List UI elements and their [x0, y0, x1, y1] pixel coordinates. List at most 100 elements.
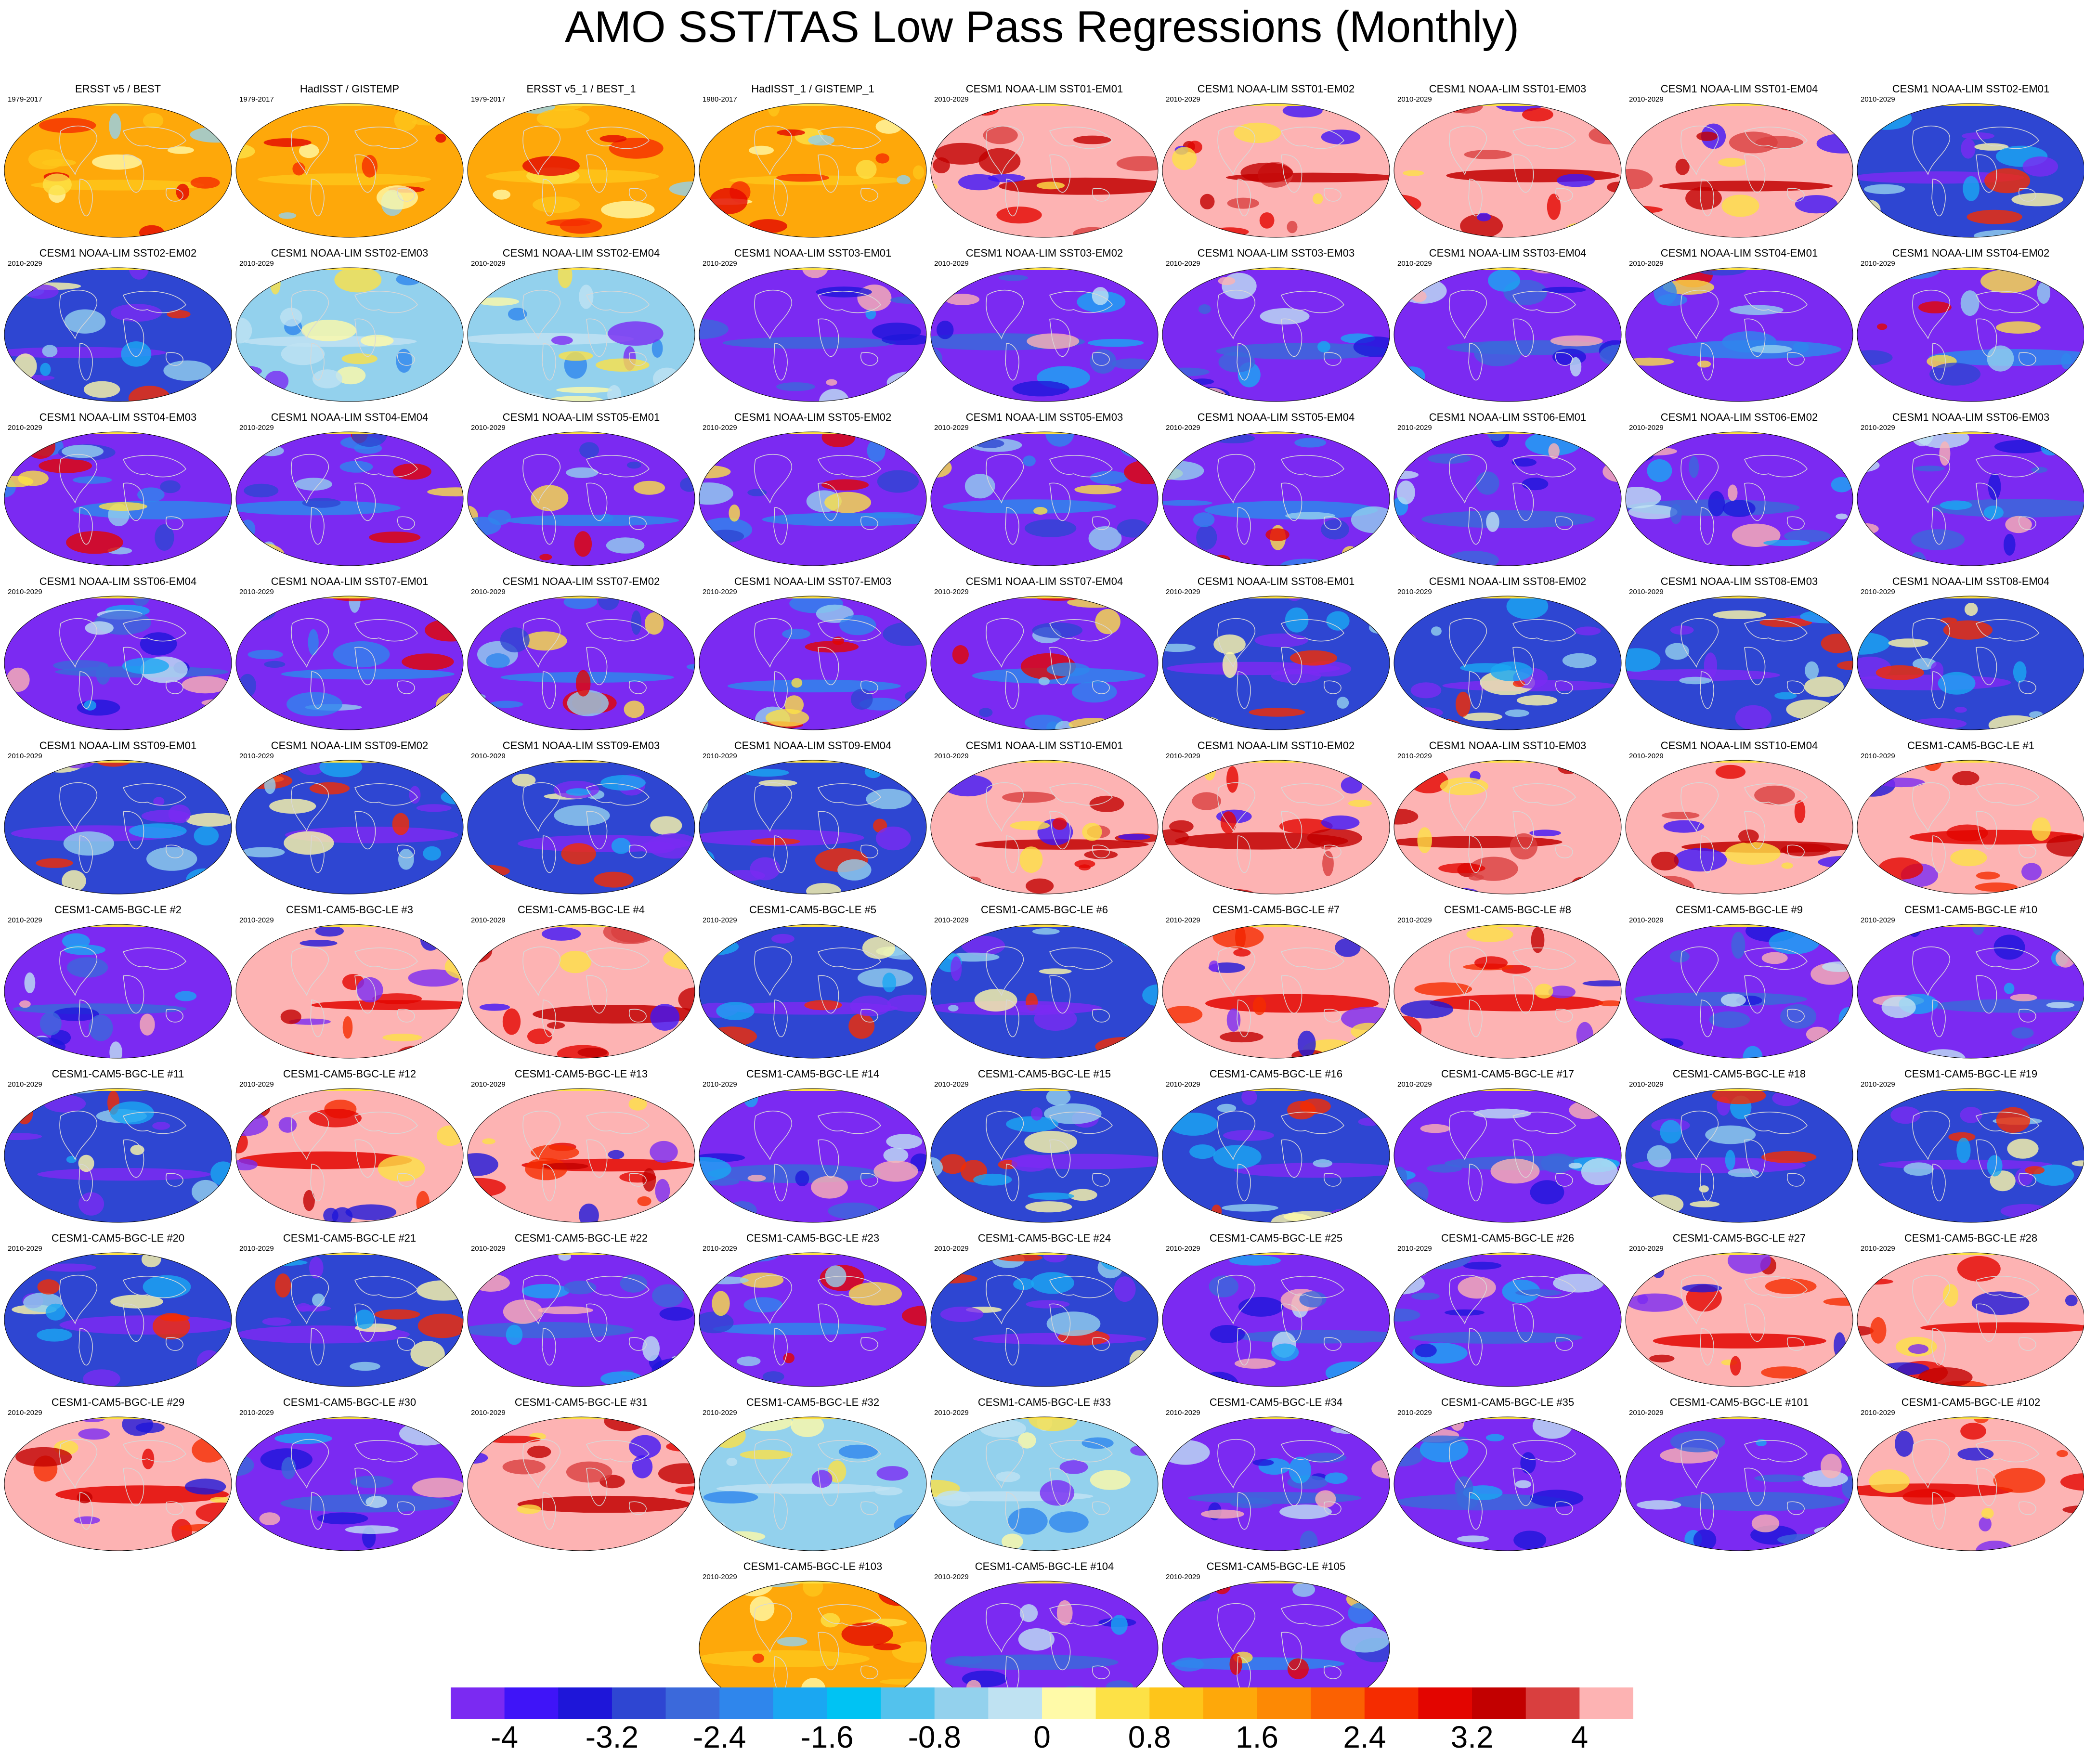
anomaly-blob	[751, 838, 800, 845]
continent-outline	[1049, 1303, 1071, 1342]
anomaly-blob	[1987, 1155, 2003, 1177]
anomaly-blob	[2046, 1002, 2075, 1009]
map-panel: CESM1 NOAA-LIM SST02-EM01 2010-2029	[1856, 81, 2084, 240]
anomaly-blob	[1394, 1309, 1420, 1322]
panel-period: 2010-2029	[1397, 916, 1432, 924]
continent-outline	[310, 1164, 325, 1202]
anomaly-blob	[677, 864, 695, 888]
continent-outline	[1005, 1164, 1019, 1202]
map-panel: CESM1-CAM5-BGC-LE #1 2010-2029	[1856, 738, 2084, 896]
anomaly-blob	[1869, 1469, 1910, 1493]
anomaly-blob	[350, 1476, 393, 1488]
anomaly-blob	[167, 146, 194, 154]
panel-period: 2010-2029	[239, 752, 274, 760]
map-panel: CESM1-CAM5-BGC-LE #13 2010-2029	[466, 1066, 696, 1225]
anomaly-blob	[265, 371, 289, 391]
anomaly-blob	[1285, 512, 1335, 520]
anomaly-band	[1857, 171, 2024, 184]
continent-outline	[1324, 1337, 1342, 1351]
anomaly-blob	[531, 1144, 579, 1160]
anomaly-blob	[110, 1295, 163, 1309]
anomaly-blob	[1056, 1600, 1073, 1626]
anomaly-blob	[933, 157, 950, 173]
anomaly-blob	[1229, 1255, 1281, 1266]
panel-period: 2010-2029	[703, 1245, 737, 1253]
continent-outline	[542, 1164, 556, 1202]
continent-outline	[1680, 454, 1719, 504]
continent-outline	[773, 1164, 788, 1202]
continent-outline	[1744, 1440, 1808, 1463]
anomaly-blob	[901, 1362, 926, 1371]
anomaly-blob	[408, 969, 459, 987]
anomaly-band	[281, 668, 455, 680]
continent-outline	[1281, 619, 1344, 642]
colorbar-tick-label: -4	[491, 1720, 519, 1754]
panel-period: 2010-2029	[8, 1245, 42, 1253]
continent-outline	[773, 179, 788, 217]
anomaly-blob	[1657, 270, 1677, 279]
continent-outline	[522, 1110, 560, 1160]
anomaly-blob	[1626, 648, 1661, 672]
panel-title: CESM1-CAM5-BGC-LE #11	[52, 1068, 184, 1080]
anomaly-blob	[1693, 1529, 1717, 1551]
continent-outline	[1744, 154, 1766, 193]
anomaly-blob	[129, 268, 149, 280]
ocean-field	[4, 268, 232, 402]
continent-outline	[1680, 125, 1719, 175]
continent-outline	[586, 291, 650, 313]
continent-outline	[754, 1110, 792, 1160]
anomaly-blob	[1226, 766, 1238, 793]
anomaly-blob	[1002, 791, 1055, 803]
anomaly-blob	[392, 813, 409, 835]
panel-title: ERSST v5_1 / BEST_1	[526, 83, 636, 95]
anomaly-blob	[352, 432, 387, 447]
polar-cap	[1696, 1253, 1783, 1255]
anomaly-blob	[1857, 1367, 1871, 1386]
anomaly-blob	[1183, 387, 1230, 402]
anomaly-blob	[1715, 765, 1746, 779]
anomaly-blob	[399, 1422, 453, 1446]
anomaly-blob	[596, 358, 650, 372]
anomaly-blob	[258, 445, 284, 456]
anomaly-blob	[538, 1306, 593, 1314]
anomaly-blob	[707, 530, 744, 543]
anomaly-blob	[393, 463, 431, 480]
anomaly-band	[716, 1483, 890, 1494]
continent-outline	[1512, 1276, 1576, 1298]
anomaly-blob	[1960, 1423, 1986, 1440]
panel-period: 1980-2017	[703, 95, 737, 104]
anomaly-blob	[606, 537, 645, 554]
continent-outline	[1217, 1439, 1255, 1489]
anomaly-blob	[342, 1016, 353, 1039]
world-map	[4, 760, 232, 895]
anomaly-blob	[1943, 620, 1993, 640]
polar-cap	[307, 1417, 393, 1419]
continent-outline	[1092, 1665, 1110, 1679]
panel-title: CESM1-CAM5-BGC-LE #2	[54, 904, 182, 916]
anomaly-blob	[659, 1307, 693, 1321]
anomaly-blob	[502, 1008, 521, 1035]
anomaly-blob	[1271, 1343, 1299, 1362]
anomaly-blob	[542, 1163, 588, 1170]
anomaly-blob	[1088, 526, 1122, 551]
anomaly-blob	[184, 1479, 226, 1495]
anomaly-blob	[2025, 1166, 2045, 1175]
anomaly-blob	[686, 663, 695, 670]
anomaly-blob	[1704, 652, 1718, 679]
anomaly-blob	[765, 709, 809, 727]
continent-outline	[818, 1467, 839, 1506]
map-border	[467, 431, 695, 566]
anomaly-blob	[141, 810, 190, 822]
continent-outline	[818, 1303, 839, 1342]
panel-period: 2010-2029	[703, 588, 737, 596]
anomaly-band	[943, 499, 1117, 514]
continent-outline	[586, 947, 650, 970]
continent-outline	[1237, 179, 1251, 217]
continent-outline	[1092, 1173, 1110, 1187]
anomaly-blob	[1583, 557, 1621, 566]
anomaly-blob	[7, 760, 23, 782]
continent-outline	[1049, 975, 1071, 1014]
world-map	[930, 1088, 1159, 1223]
anomaly-blob	[1670, 625, 1694, 635]
anomaly-blob	[1010, 821, 1050, 830]
